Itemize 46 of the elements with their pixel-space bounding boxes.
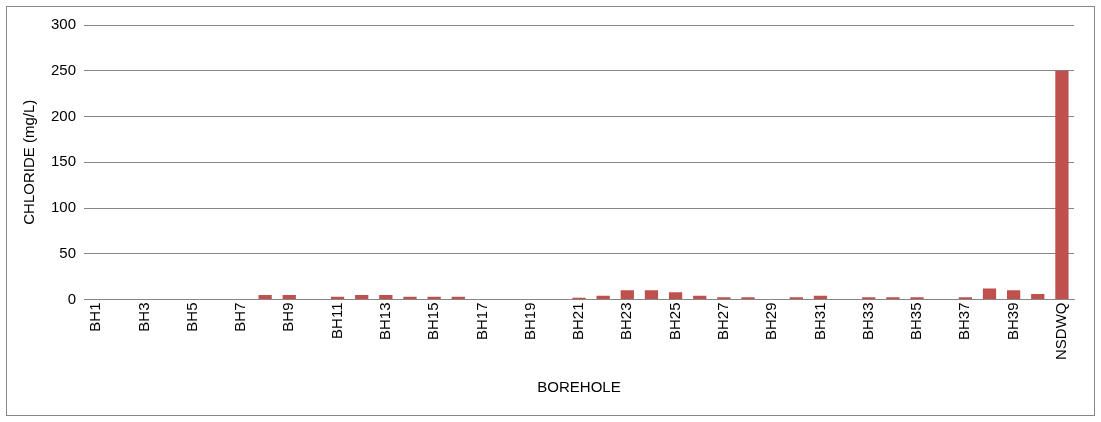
x-tick-label: BH35 — [907, 302, 925, 341]
bar — [668, 292, 683, 300]
bar — [982, 288, 997, 300]
x-tick-label: BH37 — [955, 302, 973, 341]
x-tick-label: BH15 — [424, 302, 442, 341]
bar — [813, 295, 828, 300]
bar — [379, 294, 393, 300]
y-tick-label: 50 — [59, 243, 77, 261]
bar — [355, 294, 369, 300]
x-tick-label: BH11 — [327, 302, 345, 339]
x-tick-label: BH21 — [569, 302, 587, 341]
bar — [258, 294, 272, 300]
x-tick-label: BH3 — [134, 302, 152, 332]
x-tick-label: BH7 — [231, 302, 249, 332]
y-tick-label: 150 — [51, 152, 77, 170]
x-tick-label: BH29 — [762, 302, 780, 341]
x-axis-title: BOREHOLE — [537, 378, 621, 396]
bar — [282, 294, 296, 300]
bar — [403, 296, 417, 300]
y-axis-title: CHLORIDE (mg/L) — [20, 99, 38, 225]
x-tick-label: NSDWQ — [1052, 302, 1070, 360]
x-tick-label: BH5 — [182, 302, 200, 332]
bar — [693, 295, 707, 300]
bar — [1055, 70, 1069, 300]
x-tick-label: BH27 — [714, 302, 732, 341]
y-tick-label: 250 — [51, 60, 77, 78]
bar — [1007, 290, 1021, 300]
x-tick-label: BH17 — [472, 302, 490, 341]
x-tick-label: BH31 — [810, 302, 828, 341]
bar — [1031, 294, 1045, 300]
bar — [644, 290, 659, 300]
y-tick-label: 200 — [51, 106, 77, 124]
y-tick-label: 0 — [67, 289, 77, 307]
x-tick-label: BH1 — [86, 302, 104, 332]
y-tick-label: 100 — [51, 198, 77, 216]
x-tick-label: BH19 — [520, 302, 538, 341]
x-tick-label: BH23 — [617, 302, 635, 341]
bar — [620, 290, 634, 300]
x-tick-label: BH25 — [665, 302, 683, 341]
bar — [596, 295, 610, 300]
y-tick-label: 300 — [51, 15, 77, 33]
x-tick-label: BH9 — [279, 302, 297, 332]
x-tick-label: BH13 — [375, 302, 393, 341]
bar — [427, 296, 441, 300]
x-tick-label: BH39 — [1003, 302, 1021, 341]
x-tick-label: BH33 — [858, 302, 876, 341]
